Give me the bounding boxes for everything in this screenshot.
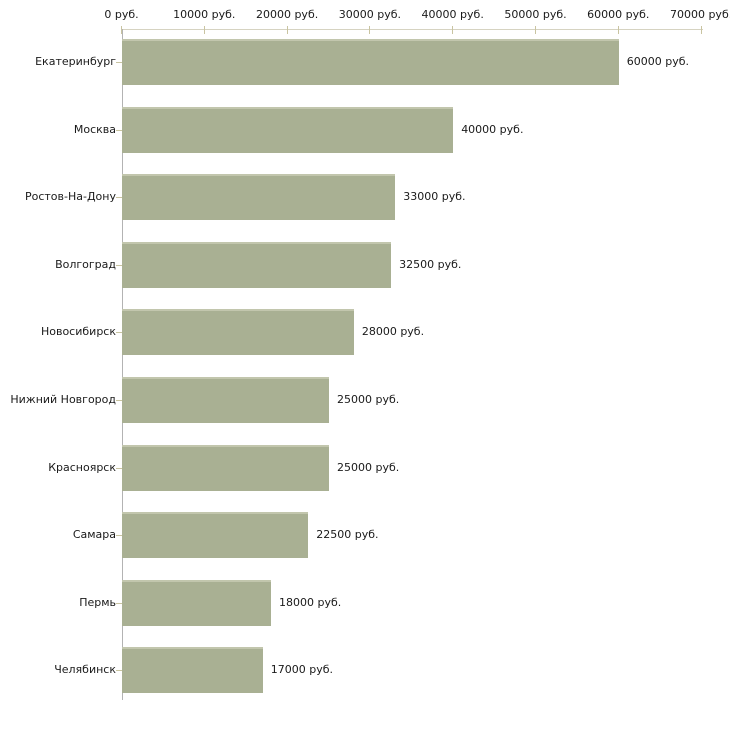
category-label: Самара xyxy=(72,528,116,542)
value-label: 22500 руб. xyxy=(316,528,379,542)
category-tick-mark xyxy=(115,264,122,266)
x-axis-tick-label: 20000 руб. xyxy=(255,8,319,21)
bar xyxy=(122,241,392,288)
bar xyxy=(122,174,396,221)
category-tick-mark xyxy=(115,400,122,401)
category-tick-mark xyxy=(115,197,122,199)
category-tick-mark xyxy=(115,535,122,537)
bar xyxy=(122,579,272,626)
value-label: 25000 руб. xyxy=(337,393,400,406)
x-axis-tick-mark xyxy=(203,26,205,34)
x-axis-tick-label: 0 руб. xyxy=(104,8,139,21)
category-label: Ростов-На-Дону xyxy=(24,190,116,204)
bar xyxy=(122,106,454,153)
x-axis-line xyxy=(121,29,703,30)
value-label: 28000 руб. xyxy=(361,325,425,339)
value-label: 25000 руб. xyxy=(337,460,400,474)
value-label: 33000 руб. xyxy=(403,190,466,204)
x-axis-tick-mark xyxy=(535,26,536,34)
x-axis-tick-mark xyxy=(452,26,454,34)
x-axis-tick-mark xyxy=(700,26,702,34)
bar xyxy=(122,444,329,491)
category-label: Новосибирск xyxy=(40,325,116,339)
bar xyxy=(122,647,263,694)
category-label: Красноярск xyxy=(48,460,116,474)
bar xyxy=(122,309,354,356)
value-label: 17000 руб. xyxy=(270,663,334,677)
category-tick-mark xyxy=(115,62,122,63)
x-axis-tick-mark xyxy=(369,26,371,34)
category-label: Москва xyxy=(73,122,116,136)
category-label: Екатеринбург xyxy=(35,55,116,68)
category-label: Пермь xyxy=(79,595,116,609)
x-axis-tick-mark xyxy=(617,26,619,34)
x-axis-tick-label: 10000 руб. xyxy=(173,8,236,21)
bar xyxy=(122,39,619,85)
value-label: 40000 руб. xyxy=(461,122,524,136)
y-axis-line xyxy=(121,29,123,700)
x-axis-tick-label: 50000 руб. xyxy=(504,8,567,21)
category-tick-mark xyxy=(115,467,122,469)
category-label: Волгоград xyxy=(55,257,116,271)
x-axis-tick-label: 60000 руб. xyxy=(587,8,650,21)
x-axis-tick-label: 30000 руб. xyxy=(338,8,402,21)
category-label: Челябинск xyxy=(54,663,116,677)
category-tick-mark xyxy=(115,332,122,334)
category-label: Нижний Новгород xyxy=(10,393,116,406)
x-axis-tick-mark xyxy=(286,26,288,34)
category-tick-mark xyxy=(115,602,122,604)
category-tick-mark xyxy=(115,129,122,131)
x-axis-tick-label: 40000 руб. xyxy=(421,8,484,21)
category-tick-mark xyxy=(115,670,122,672)
value-label: 32500 руб. xyxy=(399,257,462,271)
x-axis-tick-label: 70000 руб. xyxy=(669,8,730,21)
bar xyxy=(122,377,329,423)
value-label: 60000 руб. xyxy=(626,55,690,68)
bar xyxy=(122,512,309,559)
value-label: 18000 руб. xyxy=(279,595,342,609)
